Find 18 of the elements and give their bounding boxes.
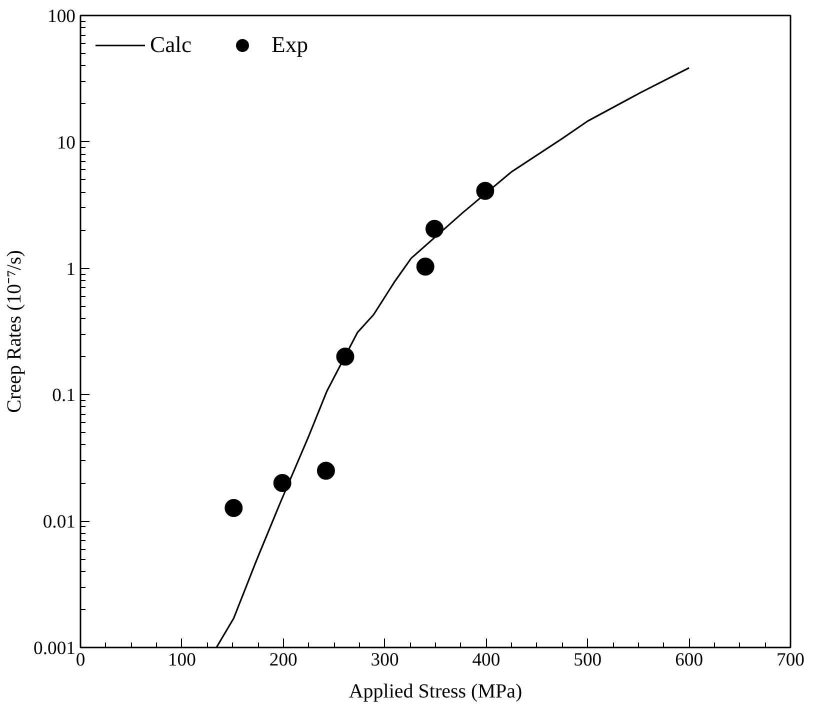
y-tick-label: 0.01 [42, 512, 76, 533]
x-tick-label: 0 [76, 650, 86, 670]
x-tick-label: 600 [675, 650, 704, 670]
y-tick-label: 1 [66, 258, 76, 280]
y-tick-label: 0.001 [34, 638, 76, 659]
x-tick-label: 100 [168, 650, 196, 670]
x-tick-label: 400 [472, 650, 500, 670]
x-tick-label: 300 [370, 650, 399, 670]
x-axis-title: Applied Stress (MPa) [348, 680, 522, 702]
x-tick-label: 700 [776, 650, 804, 670]
legend-label: Calc [150, 32, 192, 58]
y-tick-label: 0.1 [52, 385, 76, 406]
y-tick-label: 10 [56, 132, 76, 154]
x-tick-label: 500 [574, 650, 602, 670]
y-axis-title: Creep Rates (10⁻⁷/s) [4, 250, 26, 413]
legend-label: Exp [272, 32, 308, 58]
x-tick-label: 200 [269, 650, 298, 670]
y-tick-label: 100 [48, 6, 76, 27]
